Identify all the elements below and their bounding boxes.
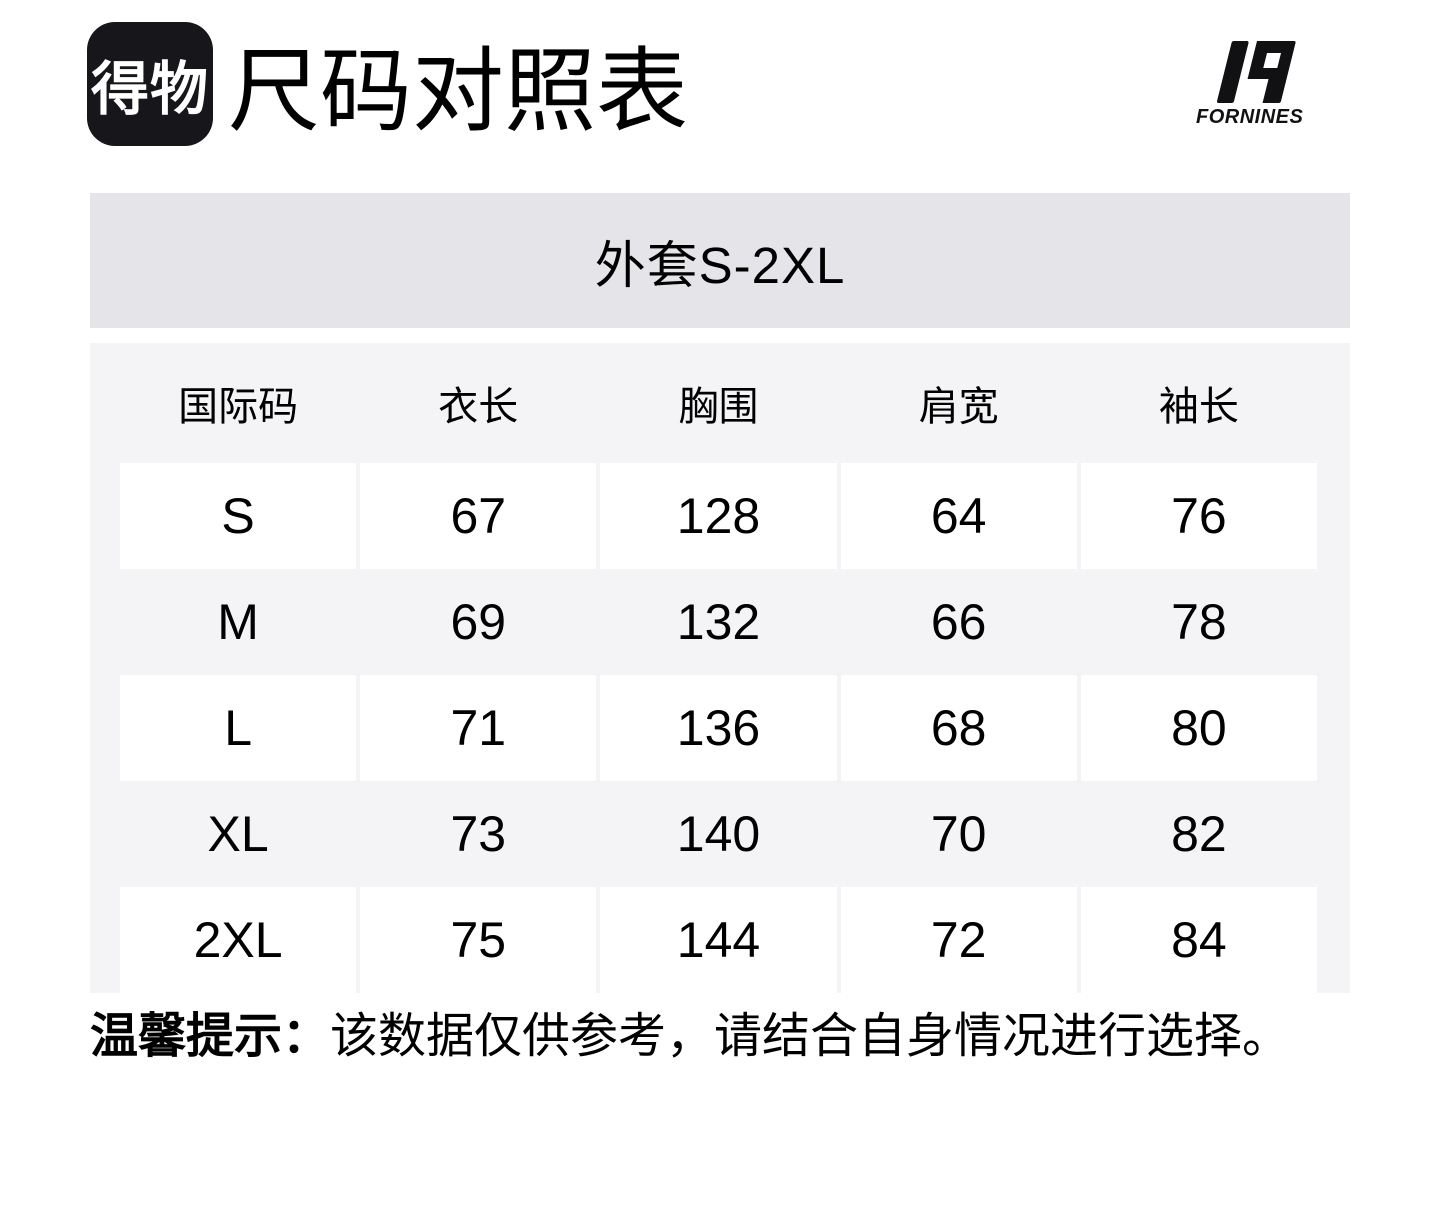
measurement-cell: 71 xyxy=(360,675,597,781)
size-cell: S xyxy=(120,463,357,569)
measurement-cell: 75 xyxy=(360,887,597,993)
table-header-row: 国际码 衣长 胸围 肩宽 袖长 xyxy=(120,343,1317,463)
table-row: L 71 136 68 80 xyxy=(120,675,1317,781)
column-header: 国际码 xyxy=(178,385,299,429)
size-cell: XL xyxy=(207,806,269,862)
size-cell: 2XL xyxy=(120,887,357,993)
table-row: S 67 128 64 76 xyxy=(120,463,1317,569)
measurement-cell: 64 xyxy=(840,463,1077,569)
category-banner-label: 外套S-2XL xyxy=(594,236,846,294)
measurement-cell: 73 xyxy=(450,806,507,862)
measurement-cell: 128 xyxy=(600,463,837,569)
size-cell: M xyxy=(217,594,259,650)
measurement-cell: 140 xyxy=(676,806,761,862)
table-row: XL 73 140 70 82 xyxy=(120,781,1317,887)
table-row: 2XL 75 144 72 84 xyxy=(120,887,1317,993)
measurement-cell: 144 xyxy=(600,887,837,993)
size-table: 国际码 衣长 胸围 肩宽 袖长 S 67 128 64 76 M 69 132 66 78 L 71 136 68… xyxy=(90,343,1350,993)
measurement-cell: 84 xyxy=(1080,887,1317,993)
page-title: 尺码对照表 xyxy=(228,41,689,143)
disclaimer-note: 温馨提示：该数据仅供参考，请结合自身情况进行选择。 xyxy=(90,1006,1290,1068)
dewu-logo-text: 得物 xyxy=(90,57,209,122)
measurement-cell: 80 xyxy=(1080,675,1317,781)
column-header: 袖长 xyxy=(1158,385,1239,429)
table-row: M 69 132 66 78 xyxy=(120,569,1317,675)
size-cell: L xyxy=(120,675,357,781)
note-label: 温馨提示： xyxy=(90,1010,331,1063)
dewu-logo: 得物 xyxy=(87,22,213,146)
fornines-wordmark: FORNINES xyxy=(1196,106,1304,128)
note-text: 该数据仅供参考，请结合自身情况进行选择。 xyxy=(330,1010,1291,1063)
measurement-cell: 82 xyxy=(1171,806,1227,862)
column-header: 肩宽 xyxy=(918,385,999,429)
measurement-cell: 67 xyxy=(360,463,597,569)
table-body: S 67 128 64 76 M 69 132 66 78 L 71 136 68 80 XL 73 140 70 8… xyxy=(120,463,1317,993)
measurement-cell: 69 xyxy=(450,594,507,650)
column-header: 衣长 xyxy=(438,385,519,429)
fornines-logo: FORNINES xyxy=(1196,40,1304,129)
measurement-cell: 78 xyxy=(1171,594,1227,650)
measurement-cell: 136 xyxy=(600,675,837,781)
measurement-cell: 68 xyxy=(840,675,1077,781)
measurement-cell: 66 xyxy=(930,594,987,650)
category-banner: 外套S-2XL xyxy=(90,193,1350,328)
measurement-cell: 72 xyxy=(840,887,1077,993)
measurement-cell: 76 xyxy=(1080,463,1317,569)
fornines-mark-icon xyxy=(1216,41,1296,103)
column-header: 胸围 xyxy=(678,385,759,429)
measurement-cell: 70 xyxy=(930,806,987,862)
measurement-cell: 132 xyxy=(676,594,761,650)
